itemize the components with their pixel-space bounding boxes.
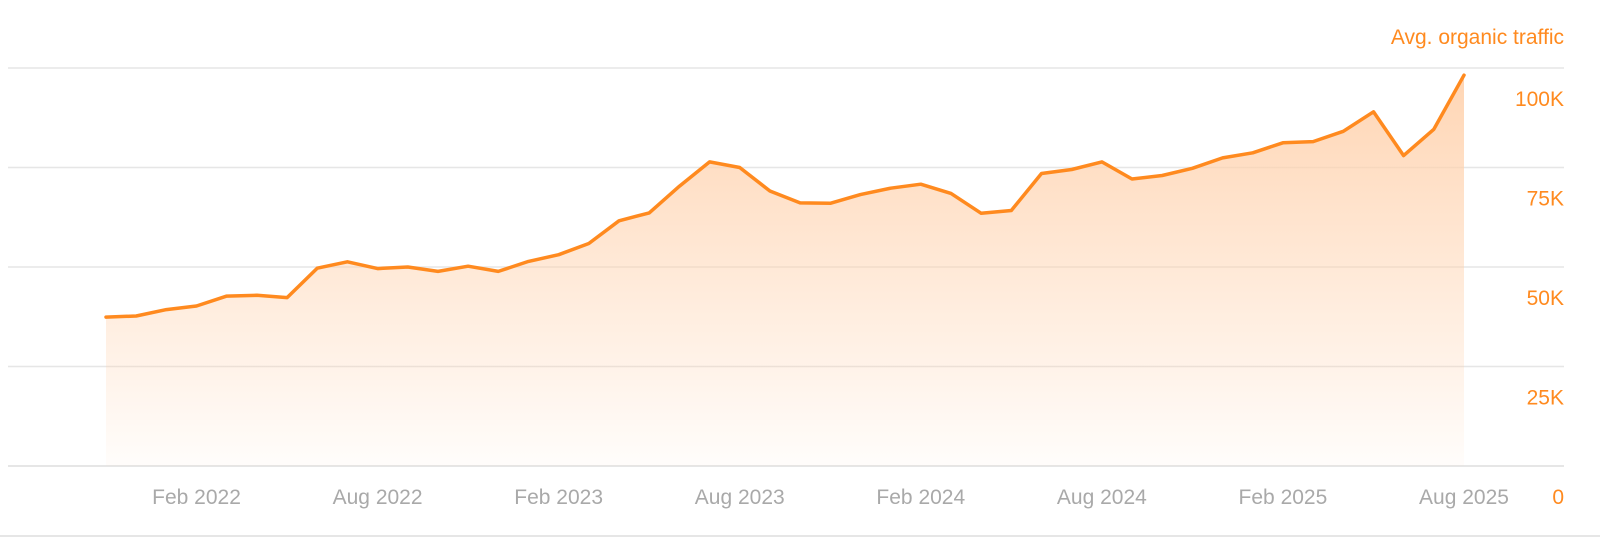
data-point <box>1371 110 1375 114</box>
y-tick-label: 100K <box>1515 88 1564 111</box>
data-point <box>164 308 168 312</box>
x-tick-label: Feb 2022 <box>152 486 241 509</box>
traffic-area <box>106 75 1464 466</box>
data-point <box>557 253 561 257</box>
data-point <box>315 266 319 270</box>
x-tick-label: Aug 2023 <box>695 486 785 509</box>
data-point <box>345 260 349 264</box>
data-point <box>617 219 621 223</box>
data-point <box>1130 177 1134 181</box>
data-point <box>858 193 862 197</box>
traffic-line <box>104 73 1466 319</box>
data-point <box>738 166 742 170</box>
x-tick-label: Aug 2024 <box>1057 486 1147 509</box>
area-layer <box>106 75 1464 466</box>
y-axis: 0 25K 50K 75K 100K <box>1515 88 1564 509</box>
data-point <box>1281 141 1285 145</box>
data-point <box>828 201 832 205</box>
data-point <box>647 211 651 215</box>
data-point <box>1040 171 1044 175</box>
data-point <box>436 269 440 273</box>
data-point <box>677 184 681 188</box>
x-axis: Feb 2022 Aug 2022 Feb 2023 Aug 2023 Feb 2024… <box>152 486 1509 509</box>
data-point <box>1221 156 1225 160</box>
x-tick-label: Aug 2022 <box>333 486 423 509</box>
data-point <box>798 201 802 205</box>
data-point <box>406 265 410 269</box>
data-point <box>195 304 199 308</box>
data-point <box>1462 73 1466 77</box>
data-point <box>768 189 772 193</box>
x-tick-label: Feb 2024 <box>876 486 965 509</box>
data-point <box>1160 173 1164 177</box>
data-point <box>919 182 923 186</box>
data-point <box>1402 154 1406 158</box>
data-point <box>104 315 108 319</box>
data-point <box>1311 140 1315 144</box>
data-point <box>708 160 712 164</box>
data-point <box>466 264 470 268</box>
y-tick-label: 0 <box>1552 486 1564 509</box>
data-point <box>255 293 259 297</box>
line-layer <box>104 73 1466 319</box>
data-point <box>1009 208 1013 212</box>
y-tick-label: 25K <box>1527 387 1564 410</box>
data-point <box>225 294 229 298</box>
data-point <box>1432 127 1436 131</box>
y-tick-label: 75K <box>1527 188 1564 211</box>
x-tick-label: Feb 2023 <box>514 486 603 509</box>
x-tick-label: Aug 2025 <box>1419 486 1509 509</box>
series-title: Avg. organic traffic <box>1391 26 1564 49</box>
data-point <box>496 269 500 273</box>
data-point <box>889 186 893 190</box>
data-point <box>1070 167 1074 171</box>
data-point <box>949 191 953 195</box>
data-point <box>526 259 530 263</box>
data-point <box>285 296 289 300</box>
x-tick-label: Feb 2025 <box>1239 486 1328 509</box>
data-point <box>979 211 983 215</box>
data-point <box>1100 160 1104 164</box>
data-point <box>1190 166 1194 170</box>
data-point <box>376 267 380 271</box>
data-point <box>587 242 591 246</box>
y-tick-label: 50K <box>1527 287 1564 310</box>
data-point <box>1341 129 1345 133</box>
data-point <box>134 314 138 318</box>
data-point <box>1251 151 1255 155</box>
